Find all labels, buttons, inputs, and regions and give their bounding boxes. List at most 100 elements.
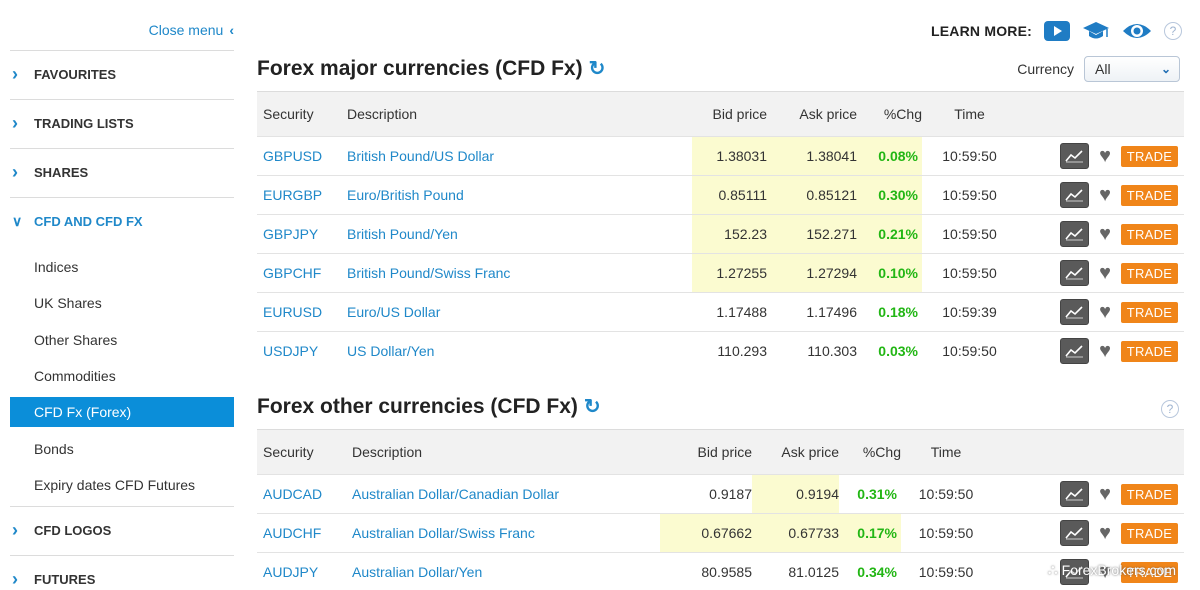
description-link[interactable]: US Dollar/Yen [347, 343, 435, 360]
refresh-icon[interactable]: ↻ [583, 396, 601, 418]
sidebar-item-uk-shares[interactable]: UK Shares [10, 288, 234, 318]
row-actions-group: ♥ TRADE [1060, 481, 1178, 507]
sidebar-section-label: CFD AND CFD FX [34, 214, 143, 229]
col-bid[interactable]: Bid price [697, 444, 752, 460]
col-description[interactable]: Description [352, 444, 423, 460]
chart-icon[interactable] [1060, 520, 1090, 546]
heart-icon[interactable]: ♥ [1099, 483, 1111, 505]
security-link[interactable]: AUDCHF [263, 525, 322, 541]
eye-icon[interactable] [1122, 21, 1152, 41]
security-link[interactable]: EURUSD [263, 304, 323, 320]
col-bid[interactable]: Bid price [712, 106, 767, 122]
security-link[interactable]: AUDJPY [263, 564, 319, 581]
sidebar-item-indices[interactable]: Indices [10, 252, 234, 282]
col-security[interactable]: Security [263, 444, 314, 460]
time-value: 10:59:50 [918, 564, 974, 581]
sidebar-item-label: UK Shares [34, 295, 102, 311]
trade-button[interactable]: TRADE [1121, 522, 1178, 544]
sidebar-section-favourites[interactable]: › FAVOURITES [10, 50, 234, 98]
sidebar-item-bonds[interactable]: Bonds [10, 434, 234, 464]
sidebar-item-commodities[interactable]: Commodities [10, 361, 234, 391]
col-security[interactable]: Security [263, 106, 314, 122]
description-link[interactable]: British Pound/US Dollar [347, 148, 495, 164]
heart-icon[interactable]: ♥ [1099, 561, 1111, 584]
col-chg[interactable]: %Chg [862, 444, 901, 460]
heart-icon[interactable]: ♥ [1099, 145, 1111, 167]
row-actions: ♥ TRADE [1017, 176, 1184, 215]
help-icon[interactable]: ? [1164, 22, 1182, 40]
col-time[interactable]: Time [954, 106, 985, 122]
heart-icon[interactable]: ♥ [1099, 184, 1111, 206]
row-actions-group: ♥ TRADE [1060, 221, 1178, 247]
description-link[interactable]: Euro/US Dollar [347, 304, 441, 320]
time-value: 10:59:50 [942, 148, 997, 164]
security-link[interactable]: GBPJPY [263, 226, 319, 242]
other-title: Forex other currencies (CFD Fx) [257, 394, 578, 418]
col-description[interactable]: Description [347, 106, 418, 122]
chevron-down-icon: ⌄ [1160, 62, 1171, 76]
video-icon[interactable] [1044, 21, 1070, 41]
sidebar-section-futures[interactable]: › FUTURES [10, 555, 234, 590]
sidebar-section-cfd-logos[interactable]: › CFD LOGOS [10, 506, 234, 554]
trade-button[interactable]: TRADE [1121, 483, 1178, 505]
chart-icon[interactable] [1060, 299, 1090, 325]
sidebar-item-other-shares[interactable]: Other Shares [10, 325, 234, 355]
close-menu-link[interactable]: Close menu ‹ [149, 22, 234, 38]
security-link[interactable]: GBPUSD [263, 148, 323, 164]
col-chg[interactable]: %Chg [883, 106, 922, 122]
security-link[interactable]: USDJPY [263, 343, 319, 360]
chevron-right-icon: › [12, 520, 18, 540]
security-link[interactable]: AUDCAD [263, 486, 323, 502]
sidebar-item-cfd-fx-forex[interactable]: CFD Fx (Forex) [10, 397, 234, 427]
graduation-cap-icon[interactable] [1082, 20, 1110, 42]
sidebar-section-trading-lists[interactable]: › TRADING LISTS [10, 99, 234, 147]
description-link[interactable]: Australian Dollar/Swiss Franc [352, 525, 535, 541]
trade-button[interactable]: TRADE [1121, 145, 1178, 167]
trade-button[interactable]: TRADE [1121, 301, 1178, 323]
other-currencies-section: Forex other currencies (CFD Fx) ↻ ? Secu… [257, 394, 1184, 590]
trade-button[interactable]: TRADE [1121, 561, 1178, 583]
sidebar-section-cfd-and-cfd-fx[interactable]: ∨ CFD AND CFD FX [10, 197, 234, 245]
chart-icon[interactable] [1060, 481, 1090, 507]
heart-icon[interactable]: ♥ [1099, 262, 1111, 284]
row-actions-group: ♥ TRADE [1060, 520, 1178, 546]
description-link[interactable]: Australian Dollar/Yen [352, 564, 483, 581]
row-actions: ♥ TRADE [1017, 332, 1184, 371]
chart-icon[interactable] [1060, 559, 1090, 586]
heart-icon[interactable]: ♥ [1099, 301, 1111, 323]
chart-icon[interactable] [1060, 338, 1090, 365]
sidebar-section-label: SHARES [34, 165, 89, 180]
trade-button[interactable]: TRADE [1121, 262, 1178, 284]
chart-icon[interactable] [1060, 260, 1090, 286]
chevron-left-icon: ‹ [229, 22, 234, 38]
trade-button[interactable]: TRADE [1121, 340, 1178, 362]
major-currencies-section: Forex major currencies (CFD Fx) ↻ Securi… [257, 56, 1184, 371]
sidebar-item-expiry-dates[interactable]: Expiry dates CFD Futures [10, 470, 234, 500]
col-ask[interactable]: Ask price [799, 106, 857, 122]
heart-icon[interactable]: ♥ [1099, 223, 1111, 245]
currency-select[interactable]: All ⌄ [1084, 56, 1180, 82]
currency-label: Currency [1017, 61, 1074, 77]
refresh-icon[interactable]: ↻ [588, 58, 606, 80]
security-link[interactable]: GBPCHF [263, 265, 322, 281]
description-link[interactable]: Euro/British Pound [347, 187, 464, 203]
description-link[interactable]: British Pound/Yen [347, 226, 458, 242]
col-ask[interactable]: Ask price [781, 444, 839, 460]
col-time[interactable]: Time [930, 444, 962, 460]
percent-change: 0.21% [857, 214, 922, 254]
trade-button[interactable]: TRADE [1121, 223, 1178, 245]
description-link[interactable]: British Pound/Swiss Franc [347, 265, 511, 281]
trade-button[interactable]: TRADE [1121, 184, 1178, 206]
description-link[interactable]: Australian Dollar/Canadian Dollar [352, 486, 559, 502]
heart-icon[interactable]: ♥ [1099, 340, 1111, 363]
heart-icon[interactable]: ♥ [1099, 522, 1111, 544]
chart-icon[interactable] [1060, 221, 1090, 247]
sidebar-section-shares[interactable]: › SHARES [10, 148, 234, 196]
chart-icon[interactable] [1060, 143, 1090, 169]
help-icon[interactable]: ? [1161, 400, 1179, 418]
bid-price: 1.38031 [692, 136, 767, 176]
time-value: 10:59:50 [942, 343, 997, 360]
security-link[interactable]: EURGBP [263, 187, 323, 203]
chart-icon[interactable] [1060, 182, 1090, 208]
percent-change: 0.10% [857, 253, 922, 293]
